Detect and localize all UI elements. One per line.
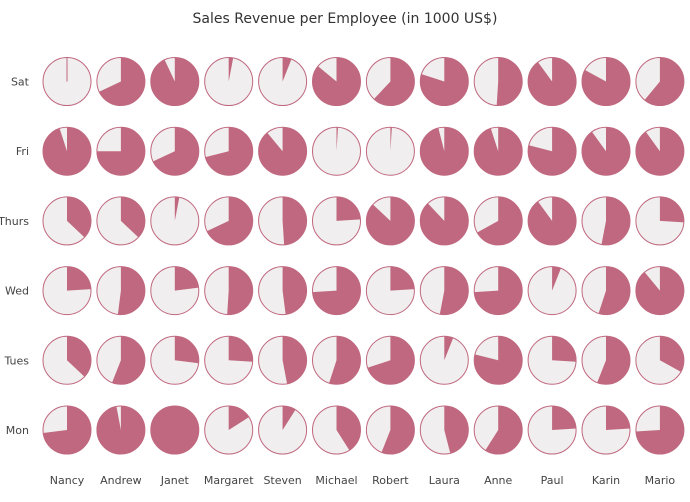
pie-mon-robert[interactable] (365, 405, 415, 455)
pie-sat-janet[interactable] (150, 57, 200, 106)
pie-fri-karin[interactable] (581, 126, 631, 176)
pie-thurs-michael[interactable] (312, 196, 361, 246)
pie-thurs-nancy[interactable] (42, 196, 92, 246)
pie-sat-paul[interactable] (527, 57, 577, 106)
pie-sat-margaret[interactable] (204, 57, 254, 106)
pie-fri-mario[interactable] (635, 126, 685, 176)
pie-tues-margaret[interactable] (204, 335, 254, 385)
pie-sat-michael[interactable] (312, 57, 361, 106)
pie-sat-mario[interactable] (635, 57, 685, 106)
pie-fri-andrew[interactable] (96, 126, 146, 176)
pie-fri-janet[interactable] (150, 126, 200, 176)
pie-fri-nancy[interactable] (42, 126, 92, 176)
pie-wed-mario[interactable] (635, 266, 685, 316)
pie-fri-anne[interactable] (473, 126, 523, 176)
pie-wed-nancy[interactable] (42, 266, 92, 316)
pie-mon-andrew[interactable] (96, 405, 146, 455)
pie-sat-andrew[interactable] (96, 57, 146, 106)
pie-wed-andrew[interactable] (96, 266, 146, 316)
pie-tues-michael[interactable] (312, 335, 361, 385)
pie-wed-janet[interactable] (150, 266, 200, 316)
pie-thurs-andrew[interactable] (96, 196, 146, 246)
y-tick-label-tues: Tues (3, 354, 29, 367)
pie-thurs-janet[interactable] (150, 196, 200, 246)
pie-thurs-margaret[interactable] (204, 196, 254, 246)
pie-tues-paul[interactable] (527, 335, 577, 385)
pie-tues-steven[interactable] (258, 335, 308, 385)
pie-tues-karin[interactable] (581, 335, 631, 385)
pie-thurs-karin[interactable] (581, 196, 631, 246)
x-tick-label-laura: Laura (429, 474, 460, 487)
pie-sat-nancy[interactable] (42, 57, 92, 106)
x-tick-label-nancy: Nancy (50, 474, 85, 487)
pie-sat-robert[interactable] (365, 57, 415, 106)
pie-wed-laura[interactable] (419, 266, 469, 316)
pie-sat-karin[interactable] (581, 57, 631, 106)
pie-wed-karin[interactable] (581, 266, 631, 316)
x-tick-label-margaret: Margaret (204, 474, 254, 487)
pie-sat-anne[interactable] (473, 57, 523, 106)
pie-sat-steven[interactable] (258, 57, 308, 106)
pie-thurs-paul[interactable] (527, 196, 577, 246)
pie-fri-paul[interactable] (527, 126, 577, 176)
pie-tues-andrew[interactable] (96, 335, 146, 385)
pie-thurs-steven[interactable] (258, 196, 308, 246)
y-tick-label-wed: Wed (5, 285, 29, 298)
pie-wed-anne[interactable] (473, 266, 523, 316)
pie-mon-paul[interactable] (527, 405, 577, 455)
x-tick-label-steven: Steven (263, 474, 301, 487)
x-tick-label-janet: Janet (160, 474, 190, 487)
pie-tues-mario[interactable] (635, 335, 685, 385)
pie-mon-nancy[interactable] (42, 405, 92, 455)
x-tick-label-mario: Mario (645, 474, 676, 487)
pie-fri-robert[interactable] (365, 126, 415, 176)
pie-tues-laura[interactable] (419, 335, 469, 385)
pie-thurs-mario[interactable] (635, 196, 685, 246)
pie-mon-anne[interactable] (473, 405, 523, 455)
pie-thurs-anne[interactable] (473, 196, 523, 246)
pie-mon-margaret[interactable] (204, 405, 254, 455)
chart-title: Sales Revenue per Employee (in 1000 US$) (192, 11, 498, 27)
pie-sat-laura[interactable] (419, 57, 469, 106)
pie-fri-steven[interactable] (258, 126, 308, 176)
y-tick-label-thurs: Thurs (0, 215, 29, 228)
pie-mon-michael[interactable] (312, 405, 361, 455)
pie-tues-robert[interactable] (365, 335, 415, 385)
x-tick-label-paul: Paul (541, 474, 564, 487)
pie-wed-steven[interactable] (258, 266, 308, 316)
pie-thurs-laura[interactable] (419, 196, 469, 246)
pie-tues-nancy[interactable] (42, 335, 92, 385)
pie-mon-steven[interactable] (258, 405, 308, 455)
pie-mon-mario[interactable] (635, 405, 685, 455)
pie-fri-margaret[interactable] (204, 126, 254, 176)
pie-wed-michael[interactable] (312, 266, 361, 316)
pie-thurs-robert[interactable] (365, 196, 415, 246)
y-tick-label-fri: Fri (16, 145, 29, 158)
x-tick-label-andrew: Andrew (100, 474, 142, 487)
pie-wed-robert[interactable] (365, 266, 415, 316)
x-tick-label-michael: Michael (315, 474, 357, 487)
pie-fri-michael[interactable] (312, 126, 361, 176)
pie-mon-laura[interactable] (419, 405, 469, 455)
pie-tues-anne[interactable] (473, 335, 523, 385)
x-tick-label-anne: Anne (484, 474, 512, 487)
x-tick-label-robert: Robert (372, 474, 409, 487)
y-tick-label-sat: Sat (11, 76, 30, 89)
pie-mon-karin[interactable] (581, 405, 631, 455)
pie-mon-janet[interactable] (150, 405, 200, 455)
pie-fri-laura[interactable] (419, 126, 469, 176)
pie-wed-margaret[interactable] (204, 266, 254, 316)
x-tick-label-karin: Karin (592, 474, 620, 487)
pie-tues-janet[interactable] (150, 335, 200, 385)
y-tick-label-mon: Mon (6, 424, 29, 437)
pie-wed-paul[interactable] (527, 266, 577, 316)
